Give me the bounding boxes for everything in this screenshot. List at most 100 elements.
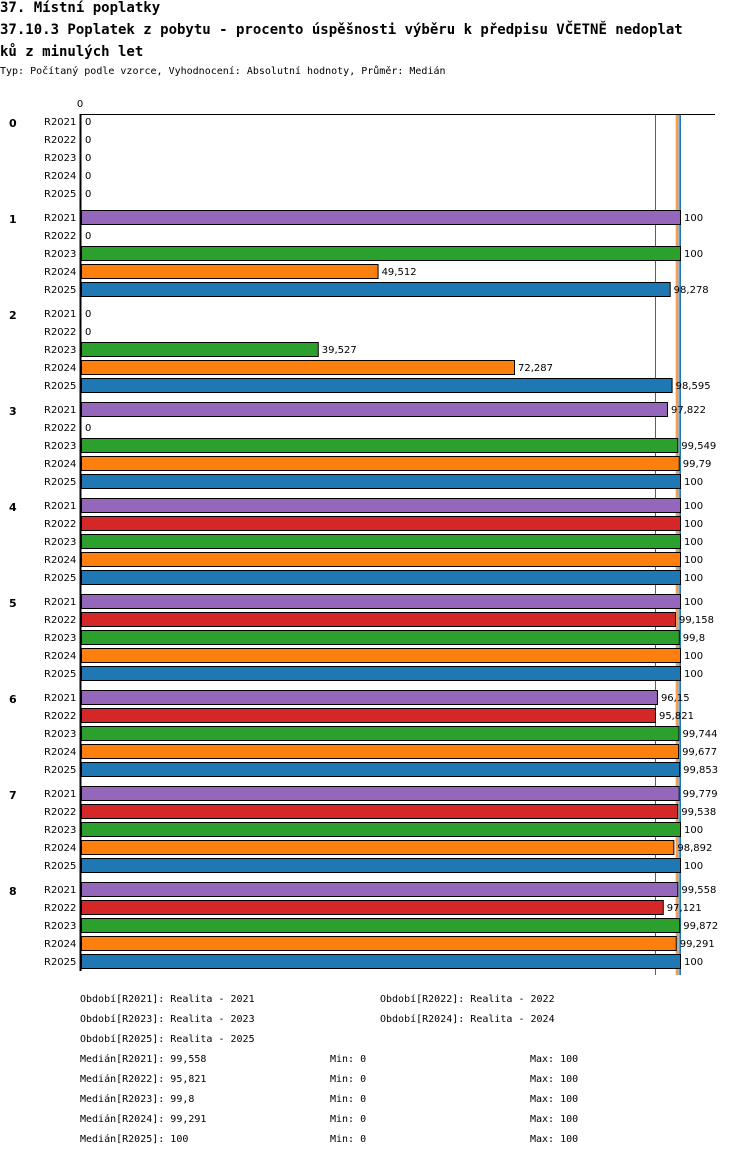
- bar-7-r2023: [81, 822, 681, 837]
- bar-6-r2023: [81, 726, 680, 741]
- value-label: 99,549: [681, 441, 716, 452]
- value-label: 99,79: [683, 459, 712, 470]
- series-label: R2022: [44, 711, 76, 722]
- bar-8-r2024: [81, 936, 677, 951]
- legend-max-r2021: Max: 100: [530, 1054, 579, 1065]
- legend-max-r2023: Max: 100: [530, 1094, 579, 1105]
- series-label: R2024: [44, 171, 76, 182]
- value-label: 39,527: [322, 345, 357, 356]
- bar-5-r2021: [81, 594, 681, 609]
- series-label: R2021: [44, 597, 76, 608]
- series-label: R2021: [44, 501, 76, 512]
- bar-4-r2021: [81, 498, 681, 513]
- bar-3-r2025: [81, 474, 681, 489]
- bar-1-r2025: [81, 282, 671, 297]
- group-label-7: 7: [9, 789, 17, 802]
- series-label: R2024: [44, 843, 76, 854]
- chart-title-line-2: 37.10.3 Poplatek z pobytu - procento úsp…: [0, 22, 683, 38]
- chart-subtitle: Typ: Počítaný podle vzorce, Vyhodnocení:…: [0, 66, 446, 77]
- value-label: 100: [684, 597, 703, 608]
- legend-median-r2021: Medián[R2021]: 99,558: [80, 1054, 207, 1065]
- bar-6-r2024: [81, 744, 680, 759]
- legend-period-r2025: Období[R2025]: Realita - 2025: [80, 1034, 255, 1045]
- group-label-8: 8: [9, 885, 17, 898]
- bar-7-r2024: [81, 840, 675, 855]
- series-label: R2025: [44, 765, 76, 776]
- series-label: R2023: [44, 441, 76, 452]
- bar-3-r2024: [81, 456, 680, 471]
- series-label: R2021: [44, 693, 76, 704]
- series-label: R2024: [44, 459, 76, 470]
- value-label: 100: [684, 249, 703, 260]
- value-label: 72,287: [518, 363, 553, 374]
- bar-8-r2025: [81, 954, 681, 969]
- bar-3-r2023: [81, 438, 679, 453]
- group-label-6: 6: [9, 693, 17, 706]
- value-label: 99,677: [682, 747, 717, 758]
- series-label: R2025: [44, 381, 76, 392]
- value-label: 96,15: [661, 693, 690, 704]
- series-label: R2022: [44, 327, 76, 338]
- series-label: R2022: [44, 807, 76, 818]
- series-label: R2023: [44, 249, 76, 260]
- bar-4-r2023: [81, 534, 681, 549]
- bar-6-r2025: [81, 762, 681, 777]
- series-label: R2025: [44, 957, 76, 968]
- value-label: 99,779: [683, 789, 718, 800]
- bar-5-r2023: [81, 630, 680, 645]
- value-label: 100: [684, 651, 703, 662]
- value-label: 97,121: [667, 903, 702, 914]
- value-label: 98,278: [674, 285, 709, 296]
- series-label: R2021: [44, 213, 76, 224]
- bar-1-r2021: [81, 210, 681, 225]
- value-label: 100: [684, 519, 703, 530]
- value-label: 100: [684, 861, 703, 872]
- legend-max-r2024: Max: 100: [530, 1114, 579, 1125]
- group-label-3: 3: [9, 405, 17, 418]
- value-label: 98,595: [676, 381, 711, 392]
- value-label: 0: [85, 153, 91, 164]
- legend-min-r2023: Min: 0: [330, 1094, 367, 1105]
- value-label: 99,538: [681, 807, 716, 818]
- group-label-0: 0: [9, 117, 17, 130]
- series-label: R2024: [44, 651, 76, 662]
- group-label-5: 5: [9, 597, 17, 610]
- value-label: 100: [684, 537, 703, 548]
- value-label: 99,853: [683, 765, 718, 776]
- value-label: 97,822: [671, 405, 706, 416]
- series-label: R2024: [44, 267, 76, 278]
- bar-2-r2023: [81, 342, 319, 357]
- bar-4-r2022: [81, 516, 681, 531]
- series-label: R2022: [44, 519, 76, 530]
- value-label: 100: [684, 555, 703, 566]
- series-label: R2024: [44, 555, 76, 566]
- series-label: R2023: [44, 537, 76, 548]
- legend-min-r2022: Min: 0: [330, 1074, 367, 1085]
- chart-title-line-3: ků z minulých let: [0, 44, 144, 60]
- legend-median-r2024: Medián[R2024]: 99,291: [80, 1114, 207, 1125]
- value-label: 100: [684, 213, 703, 224]
- series-label: R2022: [44, 231, 76, 242]
- value-label: 98,892: [677, 843, 712, 854]
- legend-min-r2021: Min: 0: [330, 1054, 367, 1065]
- bar-7-r2021: [81, 786, 680, 801]
- group-label-1: 1: [9, 213, 17, 226]
- series-label: R2021: [44, 309, 76, 320]
- bar-6-r2021: [81, 690, 658, 705]
- bar-5-r2025: [81, 666, 681, 681]
- bar-2-r2024: [81, 360, 515, 375]
- legend-median-r2022: Medián[R2022]: 95,821: [80, 1074, 207, 1085]
- value-label: 99,8: [683, 633, 705, 644]
- series-label: R2025: [44, 285, 76, 296]
- bar-2-r2025: [81, 378, 673, 393]
- value-label: 100: [684, 477, 703, 488]
- legend-min-r2025: Min: 0: [330, 1134, 367, 1145]
- legend-period-r2023: Období[R2023]: Realita - 2023: [80, 1014, 255, 1025]
- value-label: 100: [684, 669, 703, 680]
- legend-min-r2024: Min: 0: [330, 1114, 367, 1125]
- bar-7-r2025: [81, 858, 681, 873]
- series-label: R2021: [44, 789, 76, 800]
- bar-6-r2022: [81, 708, 656, 723]
- value-label: 100: [684, 573, 703, 584]
- series-label: R2025: [44, 573, 76, 584]
